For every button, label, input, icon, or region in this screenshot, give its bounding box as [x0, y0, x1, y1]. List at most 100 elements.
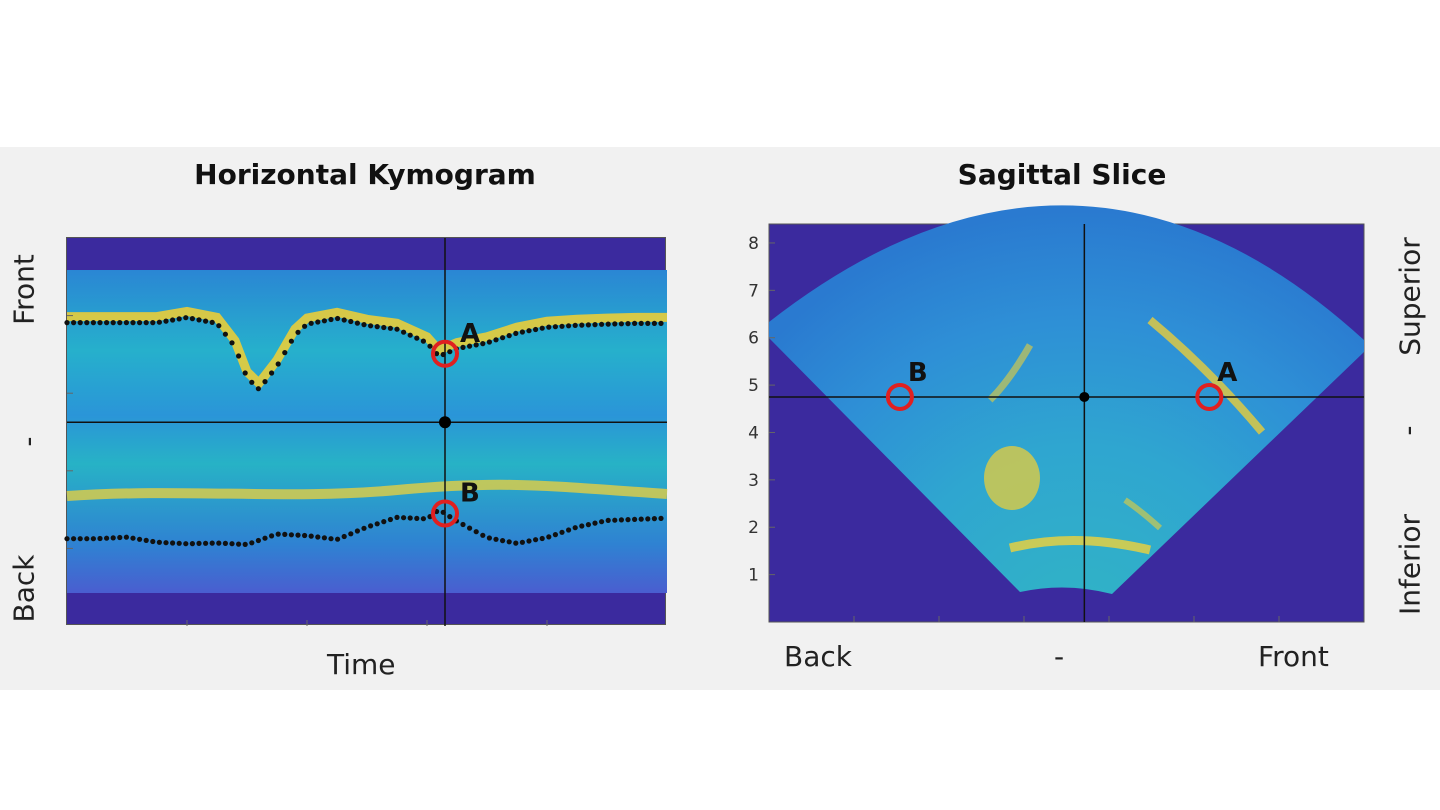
- kymogram-front-point: [519, 329, 525, 335]
- kymogram-front-point: [236, 353, 242, 359]
- kymogram-front-point: [559, 323, 565, 329]
- kymogram-front-point: [341, 317, 347, 323]
- kymogram-back-point: [493, 536, 499, 542]
- kymogram-front-point: [394, 326, 400, 332]
- kymogram-front-point: [209, 319, 215, 325]
- sagittal-y-tick-label: 8: [748, 234, 759, 254]
- kymogram-front-point: [427, 343, 433, 349]
- kymogram-front-point: [625, 321, 631, 327]
- kymogram-back-point: [321, 535, 327, 541]
- kymogram-front-point: [579, 322, 585, 328]
- kymogram-front-point: [651, 320, 658, 326]
- kymogram-back-point: [645, 516, 651, 522]
- sagittal-feature-streak-2: [987, 343, 1034, 403]
- kymogram-back-band: [66, 479, 668, 501]
- kymogram-back-point: [242, 541, 248, 547]
- kymogram-back-point: [97, 535, 103, 542]
- kymogram-front-point: [612, 321, 618, 327]
- sagittal-features: [984, 316, 1266, 555]
- kymogram-front-point: [288, 338, 294, 344]
- kymogram-front-point: [84, 320, 90, 326]
- kymogram-front-point: [216, 323, 222, 329]
- kymogram-marker-label-B: B: [460, 478, 480, 508]
- kymogram-back-point: [539, 535, 545, 542]
- sagittal-label-middle: -: [1391, 425, 1425, 436]
- kymogram-front-point: [493, 337, 499, 343]
- kymogram-front-point: [460, 344, 466, 350]
- kymogram-back-point: [394, 514, 400, 520]
- kymogram-front-point: [77, 320, 83, 326]
- sagittal-feature-streak-3: [1123, 497, 1163, 531]
- kymogram-back-point: [632, 516, 638, 522]
- kymogram-back-point: [579, 523, 585, 529]
- kymogram-back-point: [585, 522, 592, 528]
- kymogram-front-point: [546, 324, 552, 330]
- kymogram-front-point: [513, 330, 519, 336]
- sagittal-y-tick-label: 4: [748, 423, 759, 443]
- kymogram-back-point: [480, 532, 486, 538]
- sagittal-marker-A: [1195, 382, 1224, 411]
- kymogram-front-point: [302, 323, 308, 329]
- kymogram-back-point: [460, 521, 466, 528]
- kymogram-front-point: [308, 320, 314, 326]
- kymogram-front-point: [189, 316, 195, 322]
- kymogram-back-point: [150, 538, 156, 545]
- kymogram-back-point: [275, 531, 281, 537]
- kymogram-front-point: [117, 320, 123, 326]
- kymogram-front-point: [434, 351, 440, 357]
- kymogram-front-point: [401, 329, 407, 335]
- kymogram-back-point: [328, 536, 334, 542]
- kymogram-back-point: [618, 517, 625, 523]
- kymogram-back-point: [236, 541, 242, 547]
- kymogram-front-point: [592, 322, 598, 328]
- kymogram-front-point: [110, 320, 116, 326]
- kymogram-back-point: [64, 536, 70, 542]
- kymogram-back-point: [209, 540, 215, 546]
- kymogram-front-point: [618, 321, 625, 327]
- kymogram-front-point: [249, 379, 255, 385]
- kymogram-front-point: [315, 319, 321, 325]
- kymogram-front-point: [374, 324, 380, 330]
- kymogram-front-point: [150, 320, 156, 326]
- kymogram-front-point: [420, 338, 426, 344]
- kymogram-front-point: [130, 320, 136, 326]
- kymogram-front-point: [467, 343, 473, 349]
- kymogram-back-point: [84, 536, 90, 542]
- kymogram-back-point: [229, 541, 235, 547]
- kymogram-back-point: [533, 537, 539, 543]
- kymogram-front-point: [170, 317, 176, 323]
- kymogram-back-point: [335, 536, 341, 542]
- kymogram-front-point: [486, 339, 492, 345]
- kymogram-xlabel: Time: [327, 648, 396, 681]
- kymogram-front-point: [137, 320, 143, 326]
- kymogram-front-point: [222, 331, 228, 337]
- kymogram-back-point: [381, 519, 387, 525]
- kymogram-front-point: [295, 329, 301, 335]
- sagittal-feature-streak: [1147, 316, 1266, 435]
- kymogram-front-point: [335, 315, 341, 322]
- kymogram-front-point: [321, 318, 327, 324]
- kymogram-front-point: [104, 320, 110, 326]
- kymogram-front-point: [163, 318, 169, 324]
- kymogram-front-point: [381, 324, 387, 331]
- kymogram-front-point: [526, 328, 532, 334]
- kymogram-back-point: [341, 533, 347, 540]
- kymogram-front-point: [203, 318, 209, 324]
- kymogram-front-point: [585, 322, 592, 328]
- kymogram-back-point: [269, 533, 275, 539]
- kymogram-back-point: [222, 540, 228, 546]
- kymogram-front-point: [354, 320, 360, 326]
- sagittal-y-tick-label: 2: [748, 518, 759, 538]
- kymogram-front-point: [638, 320, 644, 326]
- kymogram-front-point: [97, 320, 103, 326]
- kymogram-back-point: [71, 536, 77, 542]
- kymogram-back-point: [658, 515, 664, 521]
- kymogram-back-point: [559, 529, 565, 535]
- kymogram-back-point: [308, 533, 314, 539]
- kymogram-front-point: [361, 322, 367, 328]
- sagittal-title: Sagittal Slice: [957, 158, 1167, 191]
- kymogram-front-point: [605, 321, 611, 327]
- sagittal-y-tick-label: 6: [748, 329, 759, 349]
- kymogram-title: Horizontal Kymogram: [194, 158, 536, 191]
